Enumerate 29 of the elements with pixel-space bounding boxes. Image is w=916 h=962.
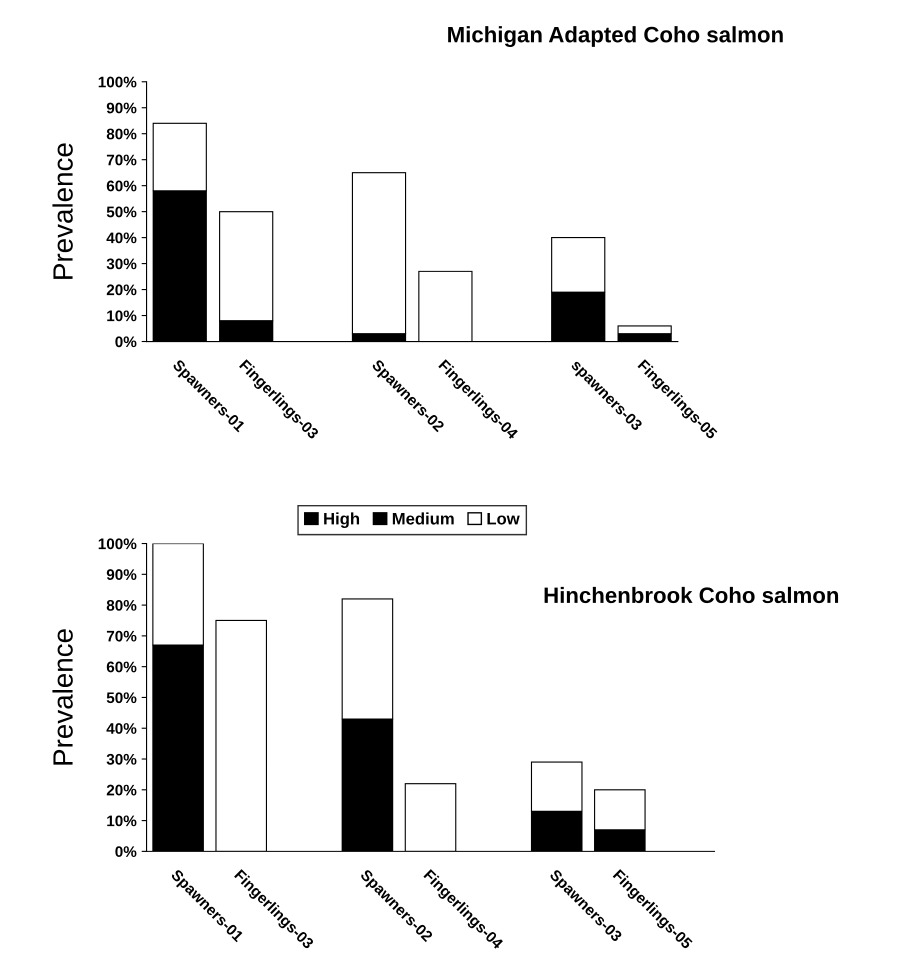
y-tick-label: 90% xyxy=(106,569,136,580)
y-tick-label: 100% xyxy=(98,76,136,88)
y-tick-label: 20% xyxy=(106,784,136,796)
y-tick-label: 70% xyxy=(106,154,136,166)
text: Hinchenbrook Coho salmon xyxy=(544,586,838,604)
y-axis-title: Prevalence xyxy=(52,629,73,765)
y-tick-label: 90% xyxy=(106,102,136,114)
legend-label: Low xyxy=(487,512,520,525)
y-tick-label: 40% xyxy=(106,723,136,734)
y-tick-label: 50% xyxy=(106,692,136,704)
y-tick-label: 10% xyxy=(107,310,136,322)
y-axis-title: Prevalence xyxy=(52,143,73,279)
y-tick-label: 80% xyxy=(106,600,136,611)
chart-title: Michigan Adapted Coho salmon xyxy=(448,26,783,47)
y-tick-label: 20% xyxy=(106,284,136,296)
y-tick-label: 30% xyxy=(106,754,136,765)
y-tick-label: 60% xyxy=(106,662,136,672)
y-tick-label: 60% xyxy=(106,180,136,192)
y-tick-label: 40% xyxy=(106,232,136,244)
y-tick-label: 0% xyxy=(115,846,136,858)
y-tick-label: 100% xyxy=(98,538,136,550)
legend-label: High xyxy=(324,512,360,528)
y-tick-label: 70% xyxy=(106,630,136,642)
y-tick-label: 30% xyxy=(106,258,136,270)
y-tick-label: 80% xyxy=(106,128,136,140)
legend-label: Medium xyxy=(392,512,454,525)
y-tick-label: 0% xyxy=(115,336,136,348)
y-tick-label: 10% xyxy=(107,815,136,826)
y-tick-label: 50% xyxy=(106,206,136,218)
